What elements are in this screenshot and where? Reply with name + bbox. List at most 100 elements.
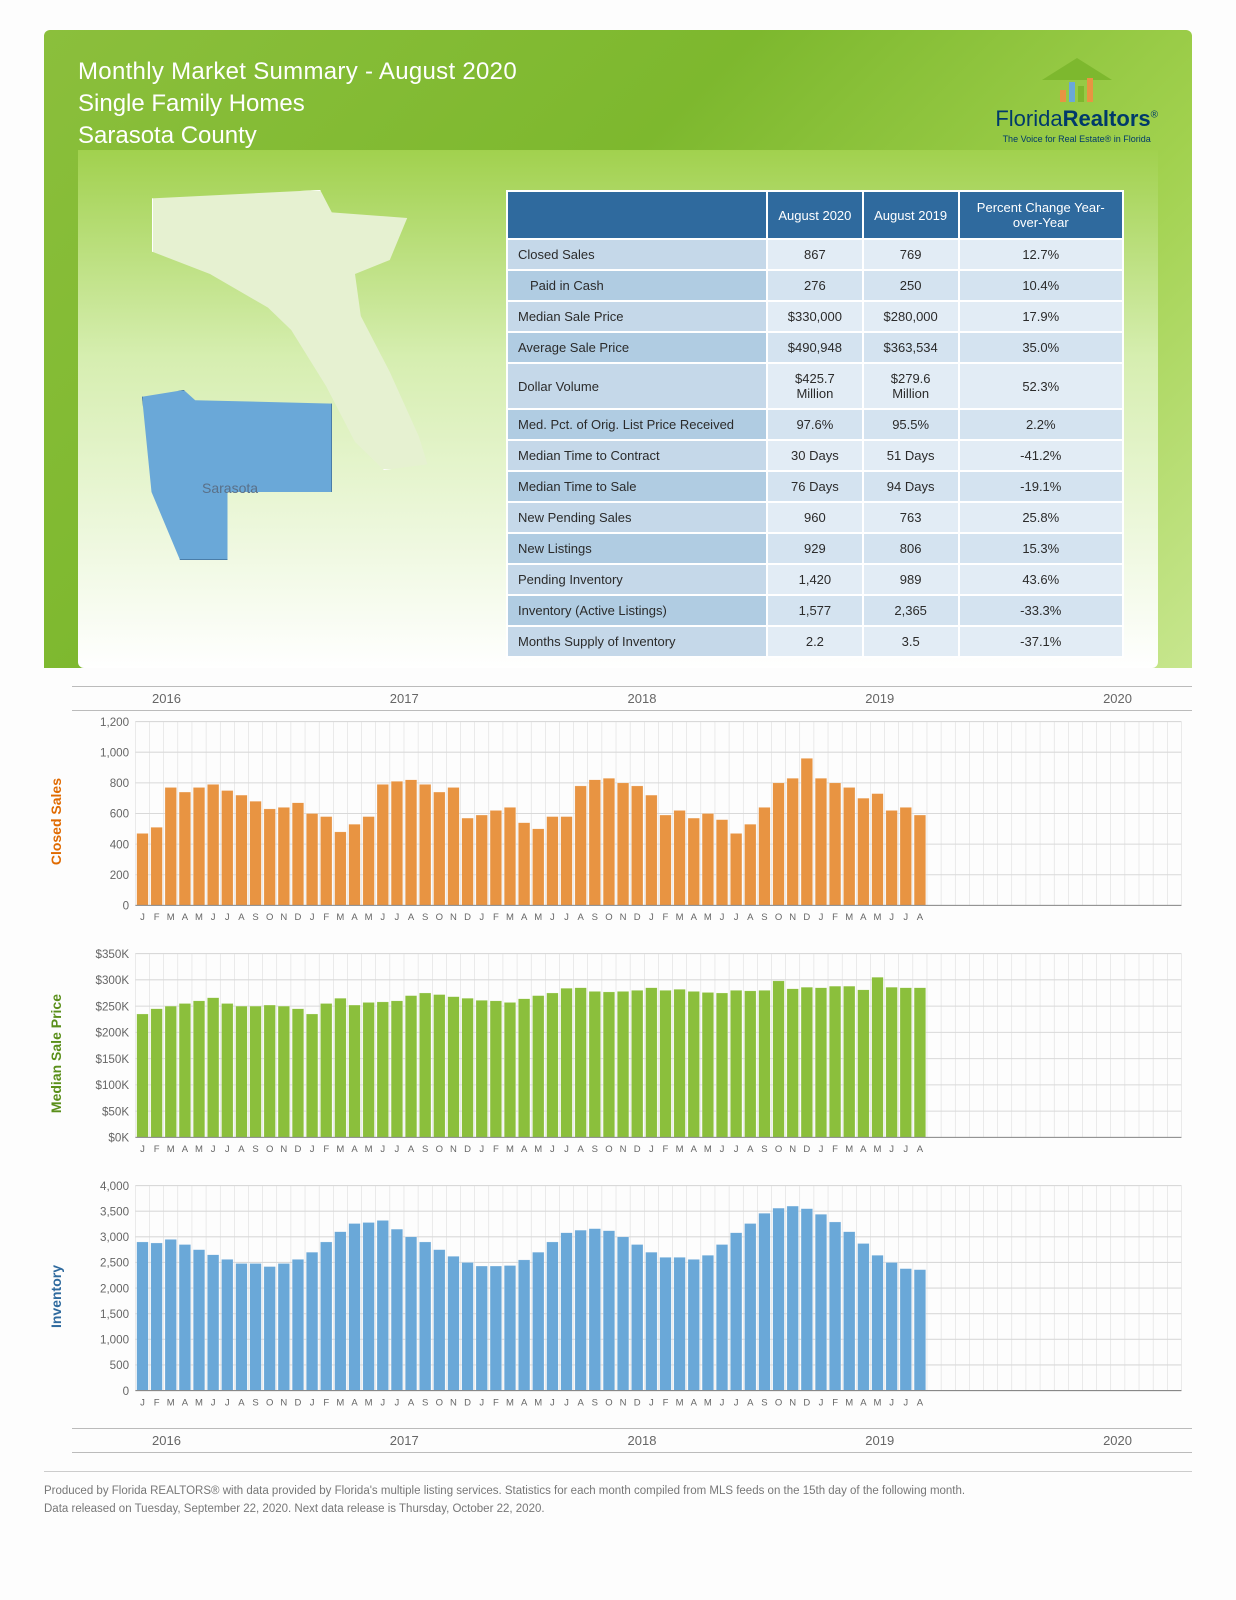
chart-bar — [631, 786, 643, 905]
chart-bar — [518, 1260, 530, 1391]
chart-bar — [504, 1002, 516, 1137]
svg-text:O: O — [605, 1144, 612, 1155]
chart-bar — [236, 1263, 248, 1390]
svg-text:F: F — [323, 1397, 329, 1408]
chart-bar — [335, 832, 347, 906]
table-cell-value: $490,948 — [767, 332, 863, 363]
table-header: August 2020 — [767, 191, 863, 239]
table-cell-value: 97.6% — [767, 409, 863, 440]
chart-svg: $0K$50K$100K$150K$200K$250K$300K$350KJFM… — [72, 943, 1192, 1165]
svg-text:M: M — [534, 912, 542, 923]
svg-text:F: F — [323, 912, 329, 923]
chart-bar — [419, 1242, 431, 1391]
svg-text:J: J — [649, 1397, 654, 1408]
chart-svg: 05001,0001,5002,0002,5003,0003,5004,000J… — [72, 1175, 1192, 1418]
year-tick: 2019 — [865, 1433, 894, 1448]
year-axis-bottom: 20162017201820192020 — [72, 1428, 1192, 1453]
svg-text:J: J — [380, 912, 385, 923]
table-cell-value: 43.6% — [959, 564, 1123, 595]
svg-text:$350K: $350K — [96, 948, 130, 961]
chart-bar — [886, 1262, 898, 1390]
svg-text:S: S — [252, 1397, 258, 1408]
chart-bar — [702, 813, 714, 905]
svg-text:$150K: $150K — [96, 1053, 130, 1066]
chart-bar — [518, 823, 530, 906]
table-cell-value: 960 — [767, 502, 863, 533]
table-row: New Pending Sales96076325.8% — [507, 502, 1123, 533]
svg-text:N: N — [450, 1144, 457, 1155]
bars-icon — [1060, 78, 1093, 102]
svg-text:M: M — [336, 1397, 344, 1408]
chart-bar — [165, 1239, 177, 1390]
svg-text:N: N — [450, 912, 457, 923]
table-cell-value: 276 — [767, 270, 863, 301]
table-cell-value: 94 Days — [863, 471, 959, 502]
table-row: Med. Pct. of Orig. List Price Received97… — [507, 409, 1123, 440]
table-cell-value: 989 — [863, 564, 959, 595]
logo-reg: ® — [1151, 110, 1158, 121]
chart-bar — [787, 989, 799, 1138]
svg-text:A: A — [860, 1144, 867, 1155]
chart-bar — [561, 1232, 573, 1390]
svg-text:1,000: 1,000 — [100, 1333, 129, 1346]
table-cell-label: Months Supply of Inventory — [507, 626, 767, 657]
table-cell-value: 76 Days — [767, 471, 863, 502]
chart-bar — [278, 807, 290, 905]
chart-bar — [434, 1249, 446, 1390]
svg-text:D: D — [803, 1144, 810, 1155]
chart-bar — [914, 1269, 926, 1390]
svg-text:A: A — [917, 1144, 924, 1155]
chart-bar — [702, 992, 714, 1137]
svg-text:J: J — [550, 1397, 555, 1408]
chart-ylabel: Median Sale Price — [44, 994, 72, 1113]
svg-text:A: A — [860, 912, 867, 923]
svg-text:D: D — [464, 1144, 471, 1155]
table-cell-label: Median Time to Sale — [507, 471, 767, 502]
svg-text:A: A — [408, 1397, 415, 1408]
svg-text:A: A — [691, 1144, 698, 1155]
chart-bar — [547, 1242, 559, 1391]
chart-bar — [391, 1001, 403, 1138]
svg-text:M: M — [676, 912, 684, 923]
chart-bar — [787, 778, 799, 905]
chart-bar — [547, 817, 559, 906]
chart-bar — [815, 1214, 827, 1390]
chart-bar — [617, 1237, 629, 1391]
svg-text:J: J — [564, 912, 569, 923]
svg-text:A: A — [917, 1397, 924, 1408]
chart-bar — [773, 783, 785, 906]
svg-text:$300K: $300K — [96, 974, 130, 987]
chart-bar — [349, 1223, 361, 1390]
svg-text:M: M — [874, 912, 882, 923]
table-cell-value: 3.5 — [863, 626, 959, 657]
svg-text:J: J — [889, 912, 894, 923]
chart-bar — [660, 1257, 672, 1390]
chart-bar — [900, 1268, 912, 1390]
table-cell-value: 2.2% — [959, 409, 1123, 440]
svg-text:J: J — [903, 912, 908, 923]
chart-bar — [179, 792, 191, 905]
chart-bar — [547, 993, 559, 1137]
svg-text:$200K: $200K — [96, 1026, 130, 1039]
table-cell-value: 769 — [863, 239, 959, 270]
table-cell-label: Closed Sales — [507, 239, 767, 270]
table-cell-label: Paid in Cash — [507, 270, 767, 301]
footnote-line2: Data released on Tuesday, September 22, … — [44, 1500, 1192, 1518]
table-row: New Listings92980615.3% — [507, 533, 1123, 564]
svg-text:M: M — [167, 1397, 175, 1408]
svg-text:M: M — [195, 1144, 203, 1155]
svg-text:J: J — [903, 1144, 908, 1155]
svg-text:M: M — [336, 1144, 344, 1155]
svg-text:J: J — [564, 1144, 569, 1155]
svg-text:J: J — [395, 912, 400, 923]
svg-text:J: J — [310, 1397, 315, 1408]
svg-text:J: J — [649, 1144, 654, 1155]
svg-text:0: 0 — [123, 1385, 129, 1398]
chart-container: Closed Sales02004006008001,0001,200JFMAM… — [44, 711, 1192, 1418]
svg-text:O: O — [436, 912, 443, 923]
svg-text:800: 800 — [110, 777, 129, 790]
chart-bar — [391, 781, 403, 905]
svg-text:J: J — [211, 1144, 216, 1155]
chart-bar — [179, 1244, 191, 1390]
svg-text:M: M — [195, 1397, 203, 1408]
